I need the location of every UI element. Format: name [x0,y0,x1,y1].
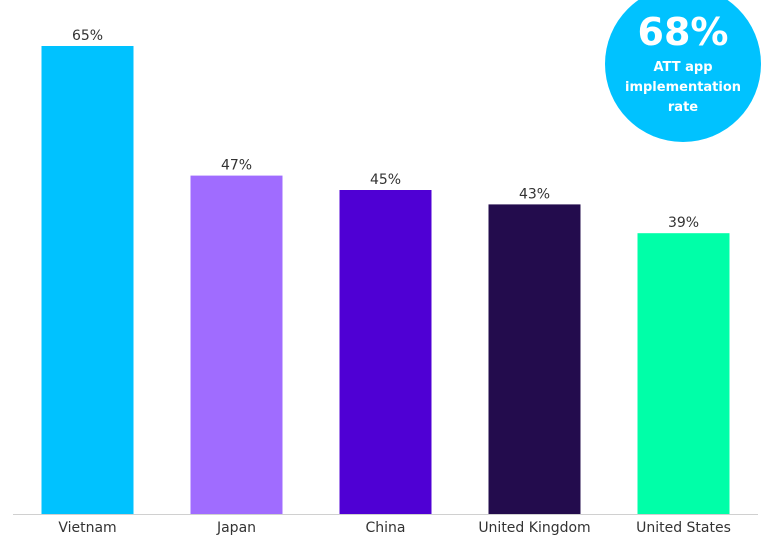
x-tick-label: United Kingdom [478,520,590,536]
badge-headline: 68% [637,10,729,54]
bar [339,190,432,514]
value-label: 43% [519,186,550,202]
x-tick-label: Japan [216,520,256,536]
value-label: 39% [668,215,699,231]
bar [190,175,283,514]
bar [637,233,730,514]
badge: 68% ATT app implementation rate [605,0,761,142]
value-label: 47% [221,158,252,174]
bar [41,46,134,514]
value-label: 65% [72,28,103,44]
badge-text: ATT app implementation rate [625,60,742,115]
x-tick-label: United States [636,520,731,536]
x-tick-label: Vietnam [58,520,116,536]
value-label: 45% [370,172,401,188]
x-tick-label: China [366,520,406,536]
bar [488,204,581,514]
